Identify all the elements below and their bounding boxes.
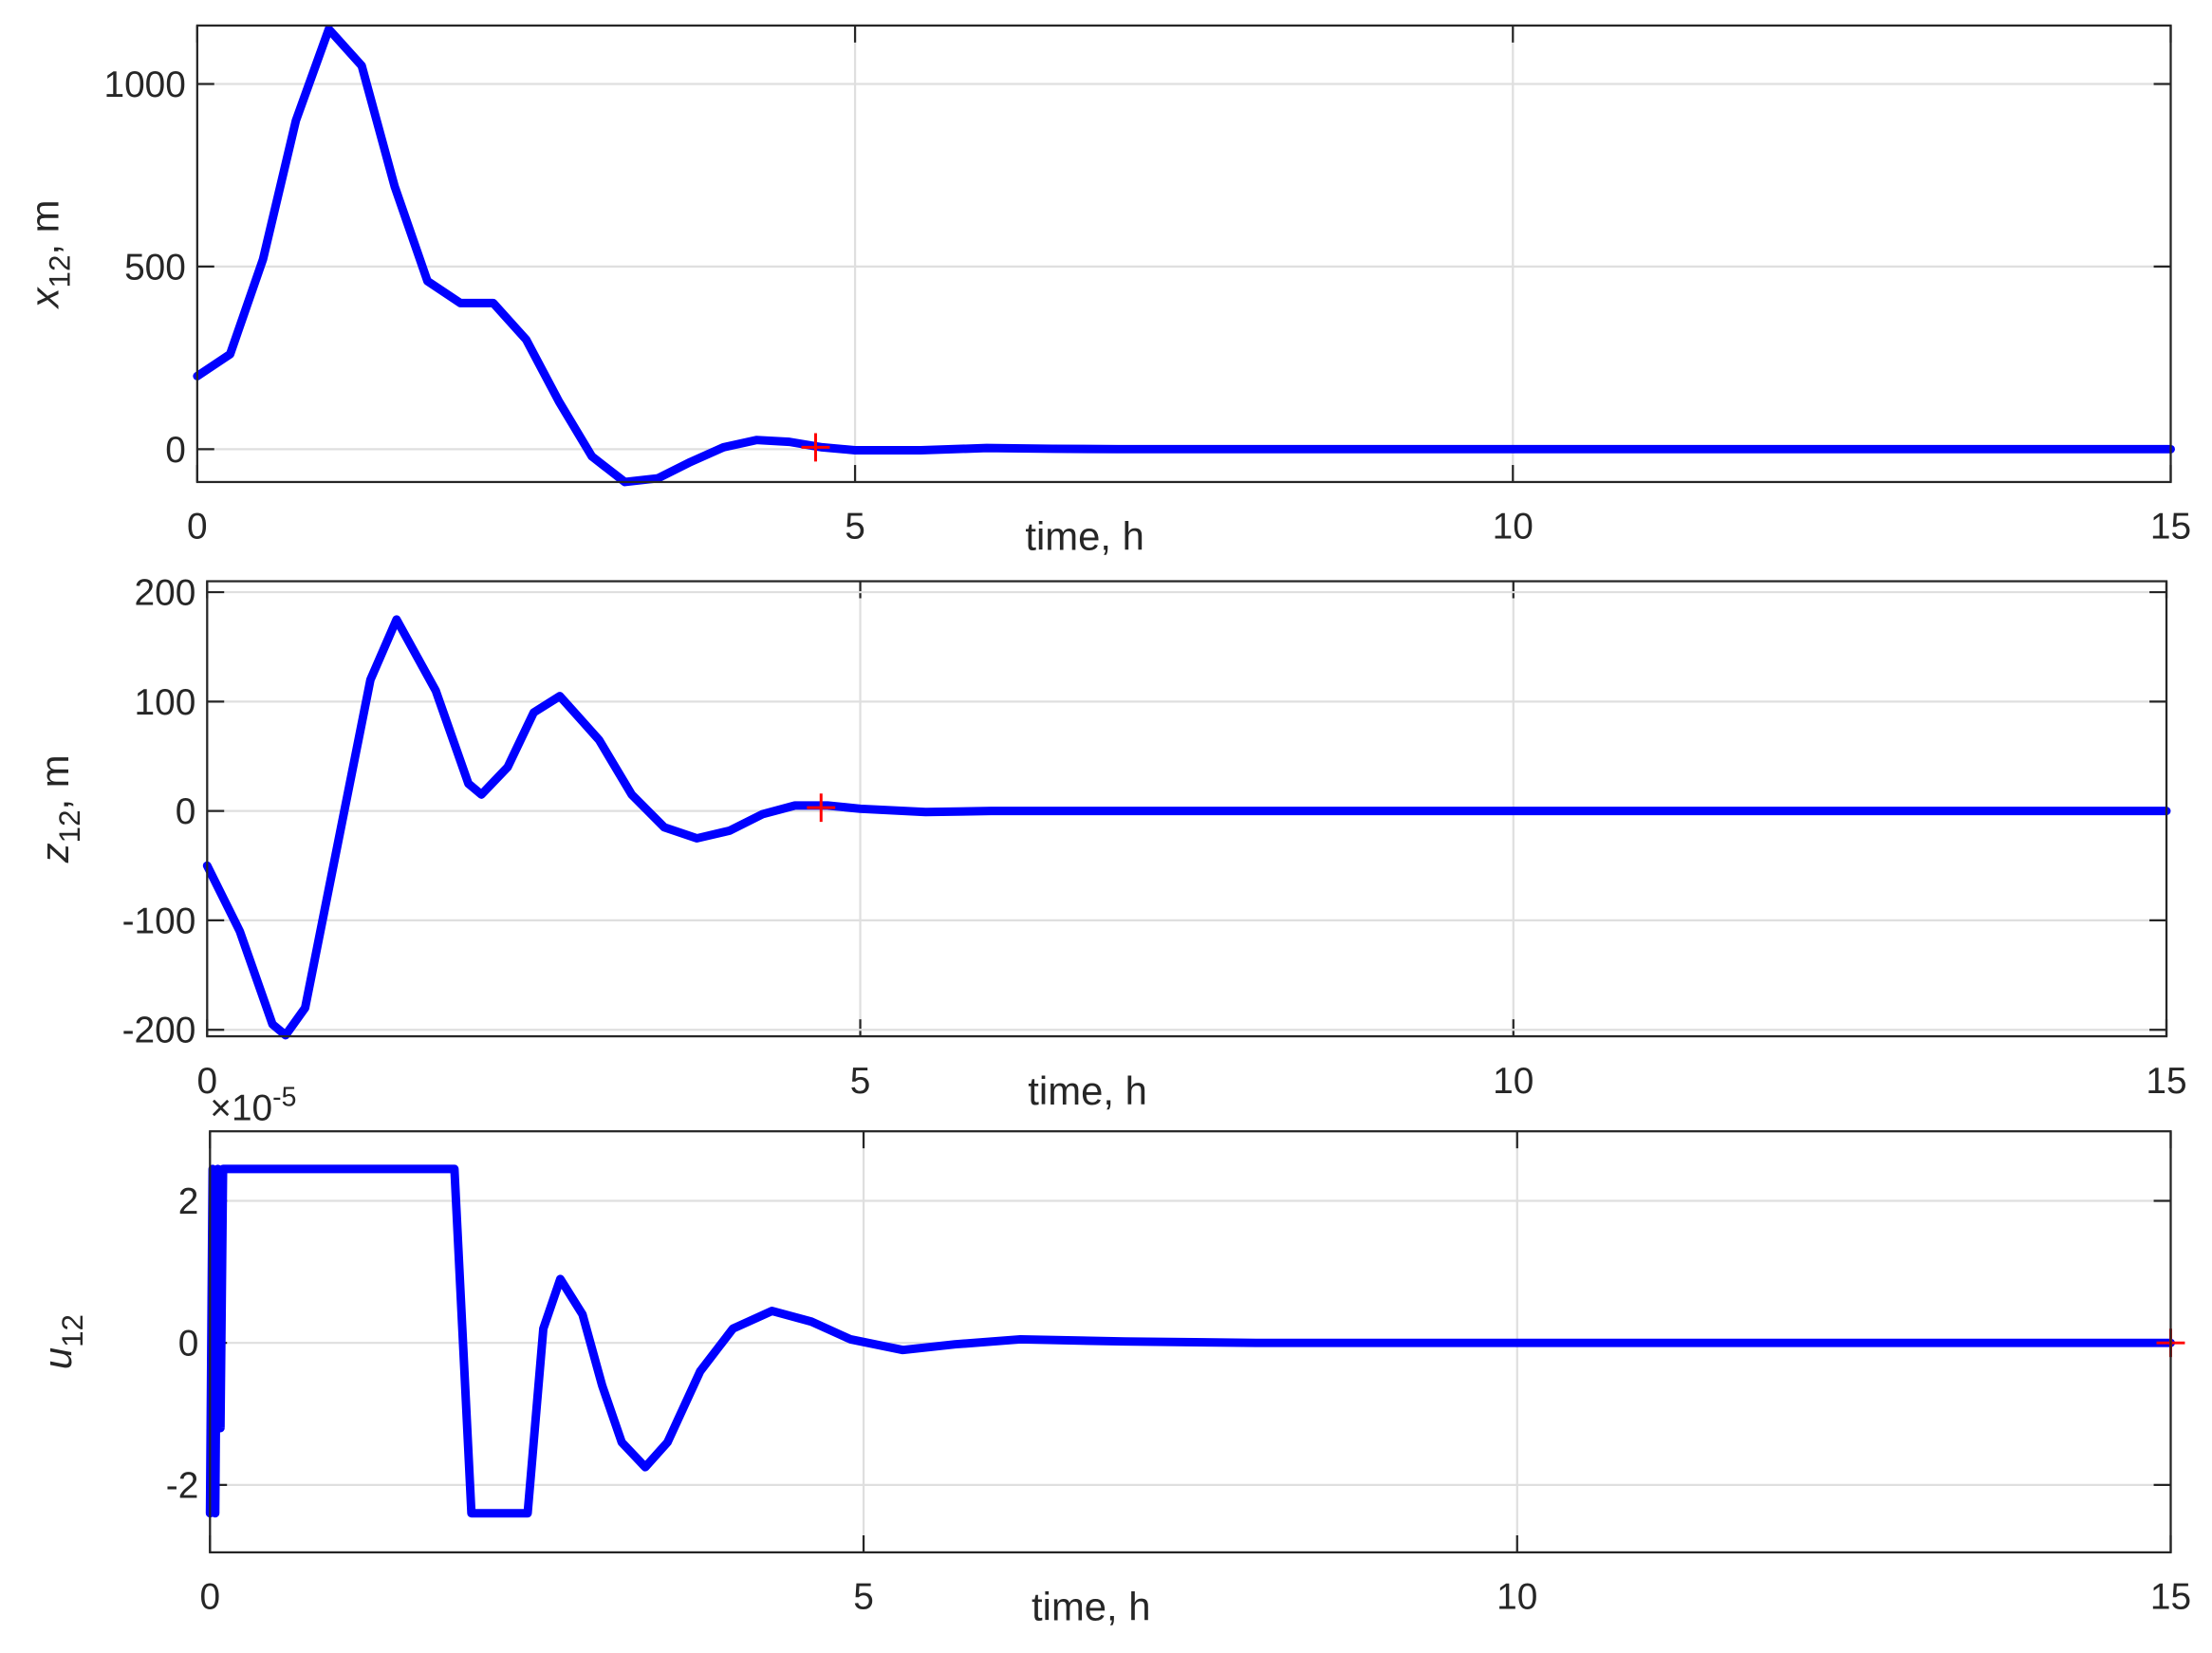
y-tick-label: 0 — [165, 430, 186, 471]
y-tick-label: 200 — [135, 573, 196, 614]
end-marker — [801, 433, 830, 462]
x-tick-label: 0 — [187, 507, 208, 548]
y-tick-label: -200 — [122, 1011, 196, 1051]
data-line — [193, 25, 2175, 487]
y-tick-label: 100 — [135, 682, 196, 723]
end-marker — [807, 793, 836, 823]
x-tick-label: 10 — [1493, 507, 1534, 548]
subplot: 0 5 10 15 -200 -100 0 100 200 time, h z12, m — [32, 573, 2187, 1113]
y-label-unit: , m — [32, 754, 77, 809]
y-axis-label: u12 — [35, 1314, 89, 1369]
scale-exponent: -5 — [272, 1082, 296, 1112]
x-tick-label: 5 — [850, 1061, 871, 1102]
x-tick-label: 10 — [1493, 1061, 1534, 1102]
subplot: 0 5 10 15 0 500 1000 time, h x12, m — [22, 24, 2191, 559]
y-label-symbol: u — [35, 1347, 80, 1369]
y-tick-label: -100 — [122, 901, 196, 941]
x-axis-label: time, h — [1032, 1585, 1151, 1629]
subplot: 0 5 10 15 -2 0 2 time, h u12 ×10-5 — [35, 1082, 2191, 1628]
y-tick-label: 0 — [178, 1324, 199, 1365]
y-tick-label: 1000 — [104, 65, 186, 105]
x-tick-label: 0 — [199, 1577, 220, 1618]
axes-frame — [206, 580, 2168, 1038]
y-label-subscript: 12 — [56, 1314, 89, 1347]
x-tick-label: 10 — [1496, 1577, 1537, 1618]
data-line — [202, 615, 2171, 1040]
y-axis-label: x12, m — [22, 199, 76, 309]
x-tick-label: 15 — [2146, 1061, 2186, 1102]
axis-scale-label: ×10-5 — [210, 1082, 296, 1128]
y-axis-label: z12, m — [32, 754, 86, 864]
x-tick-label: 5 — [845, 507, 865, 548]
y-label-symbol: x — [22, 286, 66, 309]
y-tick-label: 500 — [124, 247, 186, 288]
x-tick-label: 15 — [2150, 1577, 2191, 1618]
y-label-subscript: 12 — [53, 809, 86, 843]
y-label-unit: , m — [22, 199, 66, 254]
x-axis-label: time, h — [1025, 514, 1144, 559]
x-tick-label: 0 — [197, 1061, 218, 1102]
y-tick-label: 2 — [178, 1181, 199, 1222]
axes-frame — [209, 1130, 2172, 1554]
y-label-subscript: 12 — [43, 255, 76, 288]
data-line — [205, 1164, 2175, 1518]
x-tick-label: 5 — [853, 1577, 874, 1618]
y-tick-label: -2 — [166, 1465, 199, 1506]
scale-base: ×10 — [210, 1087, 272, 1128]
x-axis-label: time, h — [1028, 1068, 1147, 1113]
axes-frame — [195, 24, 2172, 484]
y-label-symbol: z — [32, 843, 77, 864]
y-tick-label: 0 — [176, 791, 196, 832]
x-tick-label: 15 — [2150, 507, 2191, 548]
